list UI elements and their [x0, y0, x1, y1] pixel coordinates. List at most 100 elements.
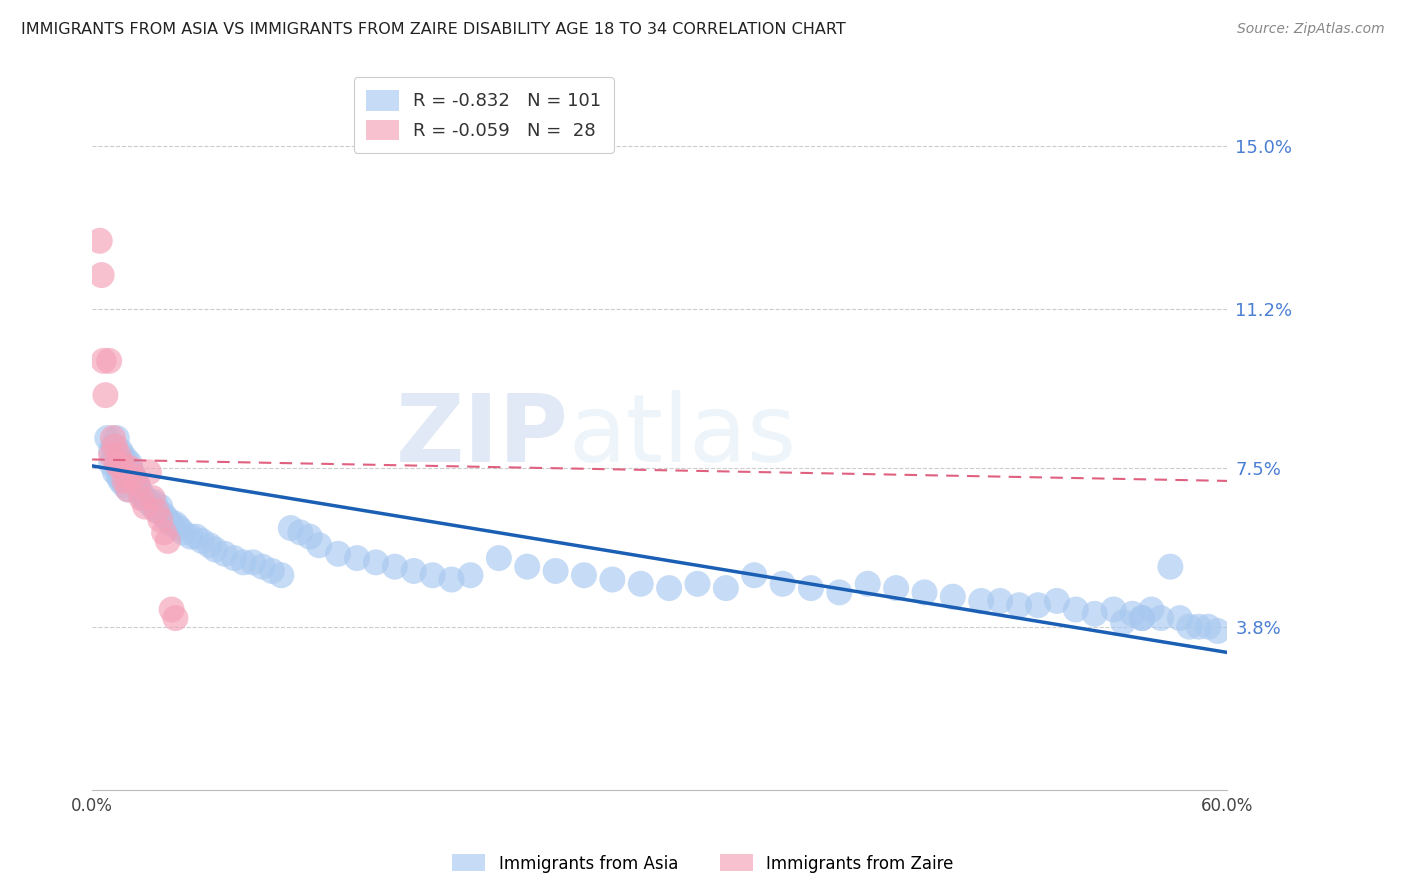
Point	[167, 521, 190, 535]
Point	[214, 547, 236, 561]
Point	[117, 461, 139, 475]
Point	[914, 585, 936, 599]
Point	[280, 521, 302, 535]
Point	[630, 576, 652, 591]
Point	[134, 500, 156, 514]
Point	[1206, 624, 1229, 638]
Point	[242, 555, 264, 569]
Point	[602, 573, 624, 587]
Point	[204, 542, 226, 557]
Point	[232, 555, 254, 569]
Point	[1046, 594, 1069, 608]
Point	[988, 594, 1011, 608]
Point	[1159, 559, 1181, 574]
Point	[884, 581, 907, 595]
Point	[104, 440, 127, 454]
Text: IMMIGRANTS FROM ASIA VS IMMIGRANTS FROM ZAIRE DISABILITY AGE 18 TO 34 CORRELATIO: IMMIGRANTS FROM ASIA VS IMMIGRANTS FROM …	[21, 22, 846, 37]
Point	[714, 581, 737, 595]
Point	[125, 474, 148, 488]
Point	[131, 487, 153, 501]
Point	[1102, 602, 1125, 616]
Point	[142, 500, 165, 514]
Point	[121, 466, 143, 480]
Point	[180, 530, 202, 544]
Point	[96, 431, 118, 445]
Point	[132, 491, 155, 505]
Legend: R = -0.832   N = 101, R = -0.059   N =  28: R = -0.832 N = 101, R = -0.059 N = 28	[353, 77, 614, 153]
Point	[1168, 611, 1191, 625]
Point	[742, 568, 765, 582]
Point	[298, 530, 321, 544]
Point	[326, 547, 349, 561]
Point	[112, 466, 135, 480]
Point	[127, 478, 149, 492]
Point	[198, 538, 221, 552]
Point	[105, 431, 128, 445]
Point	[110, 443, 132, 458]
Point	[107, 469, 129, 483]
Point	[93, 354, 115, 368]
Point	[112, 474, 135, 488]
Point	[107, 448, 129, 462]
Point	[100, 457, 122, 471]
Point	[488, 551, 510, 566]
Point	[115, 469, 138, 483]
Point	[156, 533, 179, 548]
Point	[134, 491, 156, 505]
Point	[260, 564, 283, 578]
Point	[100, 448, 122, 462]
Point	[127, 478, 149, 492]
Point	[270, 568, 292, 582]
Point	[100, 443, 122, 458]
Point	[118, 457, 141, 471]
Point	[1008, 599, 1031, 613]
Point	[131, 491, 153, 505]
Point	[364, 555, 387, 569]
Text: ZIP: ZIP	[396, 390, 569, 482]
Point	[165, 516, 187, 531]
Point	[112, 478, 135, 492]
Point	[153, 525, 176, 540]
Point	[772, 576, 794, 591]
Point	[942, 590, 965, 604]
Point	[1140, 602, 1163, 616]
Point	[402, 564, 425, 578]
Point	[856, 576, 879, 591]
Point	[160, 516, 183, 531]
Legend: Immigrants from Asia, Immigrants from Zaire: Immigrants from Asia, Immigrants from Za…	[446, 847, 960, 880]
Point	[1130, 611, 1153, 625]
Point	[111, 448, 134, 462]
Point	[89, 234, 111, 248]
Point	[94, 388, 117, 402]
Point	[290, 525, 312, 540]
Point	[172, 525, 194, 540]
Point	[384, 559, 406, 574]
Point	[658, 581, 681, 595]
Point	[143, 495, 166, 509]
Point	[149, 500, 172, 514]
Point	[122, 469, 145, 483]
Point	[104, 466, 127, 480]
Point	[160, 602, 183, 616]
Point	[165, 611, 187, 625]
Point	[101, 431, 124, 445]
Point	[1197, 620, 1219, 634]
Point	[104, 448, 127, 462]
Point	[145, 504, 167, 518]
Point	[117, 483, 139, 497]
Point	[156, 512, 179, 526]
Point	[110, 461, 132, 475]
Point	[115, 452, 138, 467]
Point	[1064, 602, 1087, 616]
Text: atlas: atlas	[569, 390, 797, 482]
Point	[1112, 615, 1135, 630]
Point	[118, 461, 141, 475]
Point	[222, 551, 245, 566]
Point	[153, 508, 176, 523]
Point	[1084, 607, 1107, 621]
Point	[107, 461, 129, 475]
Point	[800, 581, 823, 595]
Point	[98, 354, 121, 368]
Point	[115, 469, 138, 483]
Point	[1188, 620, 1211, 634]
